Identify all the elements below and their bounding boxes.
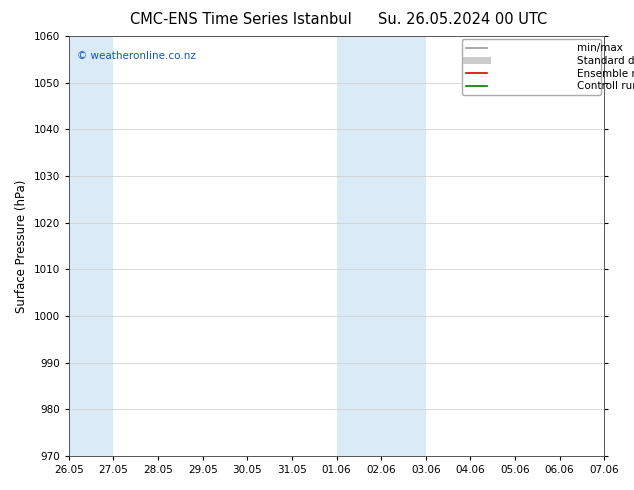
Text: © weatheronline.co.nz: © weatheronline.co.nz [77, 51, 196, 61]
Bar [337, 36, 381, 456]
Legend: min/max, Standard deviation, Ensemble mean run, Controll run: min/max, Standard deviation, Ensemble me… [462, 39, 601, 96]
Bar [69, 36, 113, 456]
Text: Su. 26.05.2024 00 UTC: Su. 26.05.2024 00 UTC [378, 12, 547, 27]
Text: CMC-ENS Time Series Istanbul: CMC-ENS Time Series Istanbul [130, 12, 352, 27]
Y-axis label: Surface Pressure (hPa): Surface Pressure (hPa) [15, 179, 28, 313]
Bar [381, 36, 426, 456]
